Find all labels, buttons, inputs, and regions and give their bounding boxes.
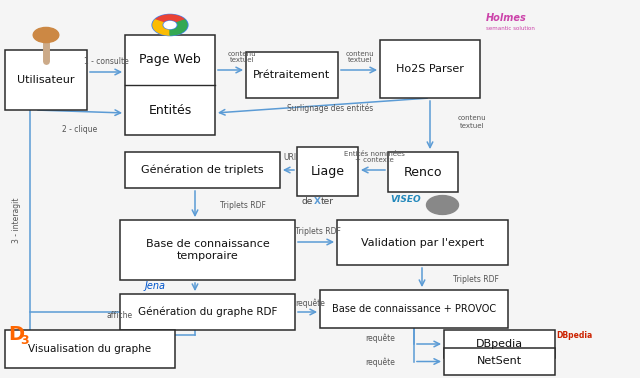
Text: NetSent: NetSent	[477, 356, 522, 367]
Text: contenu
textuel: contenu textuel	[228, 51, 256, 64]
FancyBboxPatch shape	[320, 290, 508, 328]
FancyBboxPatch shape	[380, 40, 480, 98]
Text: DBpedia: DBpedia	[556, 330, 592, 339]
Text: Triplets RDF: Triplets RDF	[453, 276, 499, 285]
Circle shape	[33, 28, 59, 43]
FancyBboxPatch shape	[120, 294, 295, 330]
FancyBboxPatch shape	[125, 35, 215, 135]
Text: Génération de triplets: Génération de triplets	[141, 165, 264, 175]
Text: Jena: Jena	[145, 281, 166, 291]
Circle shape	[164, 22, 176, 28]
FancyBboxPatch shape	[297, 147, 358, 196]
Text: requête: requête	[295, 298, 325, 308]
Text: X: X	[314, 197, 321, 206]
Text: Page Web: Page Web	[139, 54, 201, 67]
Text: ter: ter	[321, 197, 334, 206]
FancyBboxPatch shape	[246, 52, 338, 98]
Circle shape	[163, 21, 177, 29]
FancyBboxPatch shape	[125, 152, 280, 188]
Text: D: D	[8, 325, 24, 344]
Text: 1 - consulte: 1 - consulte	[84, 57, 129, 67]
Text: 2 - clique: 2 - clique	[62, 125, 98, 135]
Text: contenu
textuel: contenu textuel	[458, 116, 486, 129]
Circle shape	[152, 14, 188, 36]
Text: Renco: Renco	[404, 166, 442, 178]
FancyBboxPatch shape	[5, 330, 175, 368]
Text: requête: requête	[365, 357, 395, 367]
Text: requête: requête	[365, 333, 395, 343]
Text: Prétraitement: Prétraitement	[253, 70, 331, 80]
FancyBboxPatch shape	[337, 220, 508, 265]
Text: Base de connaissance
temporaire: Base de connaissance temporaire	[146, 239, 269, 261]
Text: Entités: Entités	[148, 104, 191, 116]
Text: Ho2S Parser: Ho2S Parser	[396, 64, 464, 74]
Text: Holmes: Holmes	[486, 13, 527, 23]
Text: VISEO: VISEO	[390, 195, 420, 204]
FancyBboxPatch shape	[120, 220, 295, 280]
FancyBboxPatch shape	[444, 348, 555, 375]
Text: Base de connaissance + PROVOC: Base de connaissance + PROVOC	[332, 304, 496, 314]
Text: DBpedia: DBpedia	[476, 339, 523, 349]
Text: affiche: affiche	[107, 311, 133, 321]
Text: Triplets RDF: Triplets RDF	[295, 228, 341, 237]
Text: Génération du graphe RDF: Génération du graphe RDF	[138, 307, 277, 317]
Text: Liage: Liage	[310, 165, 344, 178]
FancyBboxPatch shape	[5, 50, 87, 110]
Wedge shape	[156, 15, 185, 25]
Text: Visualisation du graphe: Visualisation du graphe	[28, 344, 152, 354]
Text: de: de	[302, 197, 314, 206]
Text: contenu
textuel: contenu textuel	[346, 51, 374, 64]
Text: Utilisateur: Utilisateur	[17, 75, 75, 85]
Text: Surlignage des entités: Surlignage des entités	[287, 103, 373, 113]
Text: Validation par l'expert: Validation par l'expert	[361, 237, 484, 248]
Circle shape	[426, 195, 458, 214]
Text: Triplets RDF: Triplets RDF	[220, 200, 266, 209]
Text: URI: URI	[284, 152, 296, 161]
FancyBboxPatch shape	[444, 330, 555, 358]
FancyBboxPatch shape	[388, 152, 458, 192]
Wedge shape	[153, 20, 170, 35]
Text: 3 - interagit: 3 - interagit	[12, 197, 21, 243]
Text: 3: 3	[20, 333, 29, 347]
Text: Entités nommées
+ contexte: Entités nommées + contexte	[344, 150, 404, 164]
Text: semantic solution: semantic solution	[486, 25, 535, 31]
Wedge shape	[170, 20, 187, 35]
